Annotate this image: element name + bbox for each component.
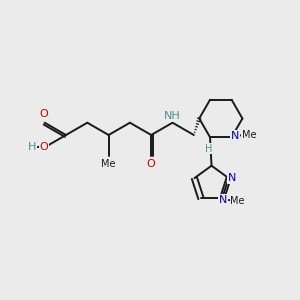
Text: NH: NH bbox=[164, 111, 181, 121]
Text: Me: Me bbox=[242, 130, 256, 140]
Text: N: N bbox=[231, 131, 239, 141]
Text: H: H bbox=[205, 144, 212, 154]
Text: N: N bbox=[227, 173, 236, 183]
Text: Me: Me bbox=[230, 196, 245, 206]
Text: Me: Me bbox=[101, 159, 116, 169]
Text: H: H bbox=[28, 142, 36, 152]
Text: O: O bbox=[39, 142, 48, 152]
Text: N: N bbox=[218, 195, 227, 205]
Text: O: O bbox=[39, 109, 48, 119]
Text: O: O bbox=[147, 159, 156, 169]
